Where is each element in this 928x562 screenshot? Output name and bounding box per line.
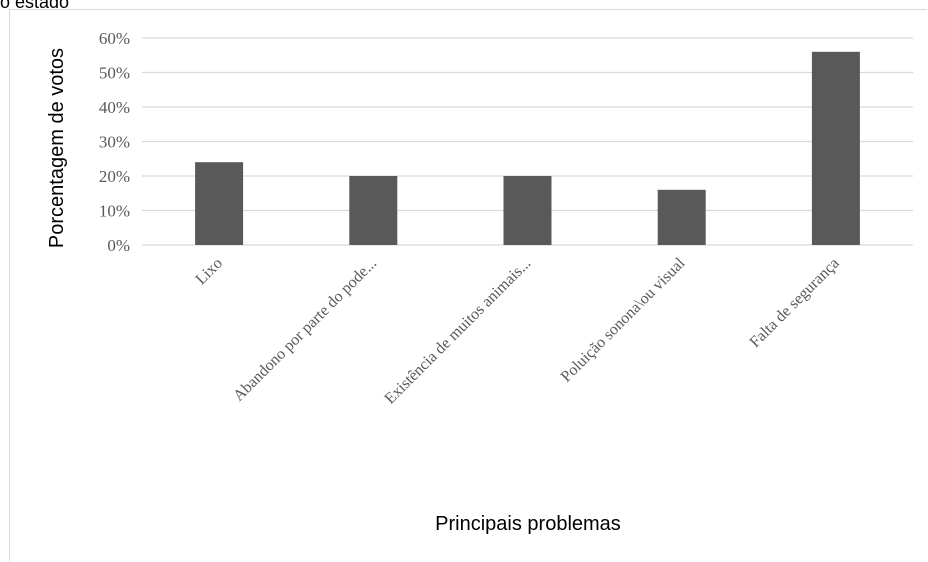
y-tick-label: 30%	[99, 133, 130, 152]
y-tick-label: 60%	[99, 29, 130, 48]
bar	[503, 176, 552, 245]
x-tick-label: Falta de segurança	[747, 255, 843, 351]
bars	[195, 51, 860, 245]
y-tick-label: 0%	[107, 236, 130, 255]
chart-frame	[9, 9, 927, 561]
x-tick-labels: Lixo Abandono por parte do pode... Existên…	[193, 254, 843, 407]
y-tick-label: 40%	[99, 98, 130, 117]
y-tick-label: 50%	[99, 64, 130, 83]
bar	[811, 51, 860, 245]
x-tick-label: Lixo	[193, 255, 226, 288]
y-tick-labels: 0% 10% 20% 30% 40% 50% 60%	[99, 29, 130, 255]
gridlines	[142, 37, 913, 246]
bar	[657, 189, 706, 245]
x-axis-title: Principais problemas	[435, 513, 621, 535]
y-tick-label: 20%	[99, 167, 130, 186]
x-tick-label: Existência de muitos animais...	[382, 255, 535, 408]
x-tick-label: Poluição sonona\ou visual	[558, 254, 689, 385]
bar	[195, 162, 244, 245]
x-tick-label: Abandono por parte do pode...	[230, 255, 380, 405]
bar	[349, 176, 398, 245]
y-axis-title: Porcentagem de votos	[46, 48, 68, 248]
y-tick-label: 10%	[99, 202, 130, 221]
